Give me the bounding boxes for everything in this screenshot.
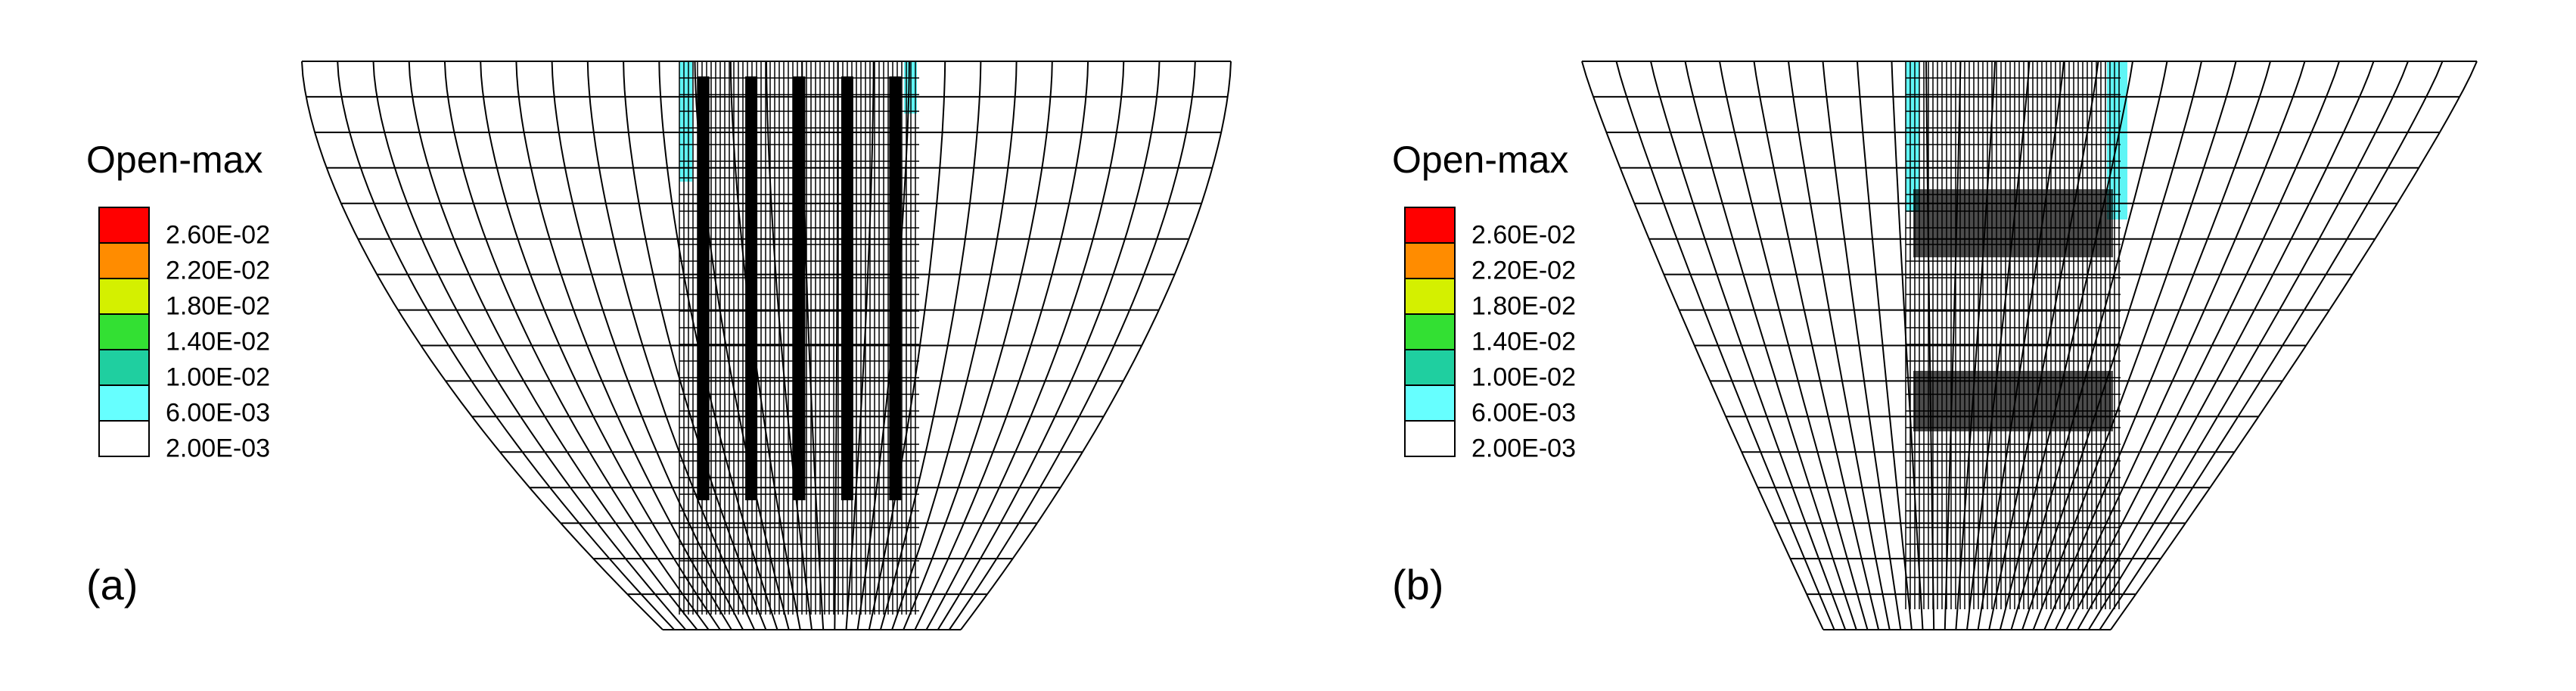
legend-label: 6.00E-03 [166, 399, 270, 428]
contour-strip [1906, 61, 1919, 212]
legend-label: 2.60E-02 [166, 221, 270, 250]
panel: Open-max 2.60E-02 2.20E-02 1.80E-02 1.40E-02… [86, 61, 1232, 630]
legend-title: Open-max [86, 139, 263, 181]
panel-label: (a) [86, 561, 138, 609]
mesh-column [889, 76, 902, 500]
legend-swatch [98, 242, 150, 279]
legend-label: 2.20E-02 [166, 257, 270, 285]
legend-label: 1.40E-02 [1471, 328, 1576, 356]
legend-swatch [1404, 384, 1456, 422]
mesh-band [1913, 371, 2113, 431]
legend-label: 1.00E-02 [1471, 363, 1576, 392]
mesh-column [745, 76, 758, 500]
legend-swatch [98, 349, 150, 386]
legend-swatch [98, 384, 150, 422]
legend-swatch [98, 313, 150, 350]
legend-swatch [98, 420, 150, 457]
legend-swatch [1404, 242, 1456, 279]
legend-swatch [98, 278, 150, 315]
legend-label: 1.40E-02 [166, 328, 270, 356]
legend-swatch [1404, 349, 1456, 386]
legend-label: 1.80E-02 [1471, 292, 1576, 321]
panel: Open-max 2.60E-02 2.20E-02 1.80E-02 1.40E-02… [1392, 61, 2478, 630]
panel-label: (b) [1392, 561, 1443, 609]
mesh-column [697, 76, 710, 500]
mesh-band [1913, 189, 2113, 257]
legend-label: 2.60E-02 [1471, 221, 1576, 250]
contour-strip [679, 61, 692, 182]
legend-swatch [1404, 313, 1456, 350]
legend-label: 1.80E-02 [166, 292, 270, 321]
mesh-column [793, 76, 806, 500]
legend-swatch [1404, 278, 1456, 315]
legend-label: 1.00E-02 [166, 363, 270, 392]
legend-label: 2.00E-03 [1471, 434, 1576, 463]
legend-swatch [98, 207, 150, 244]
legend-label: 2.00E-03 [166, 434, 270, 463]
legend-swatch [1404, 420, 1456, 457]
legend-label: 2.20E-02 [1471, 257, 1576, 285]
legend-swatch [1404, 207, 1456, 244]
mesh-core [1905, 61, 2121, 609]
mesh-column [841, 76, 853, 500]
legend-label: 6.00E-03 [1471, 399, 1576, 428]
legend-title: Open-max [1392, 139, 1568, 181]
